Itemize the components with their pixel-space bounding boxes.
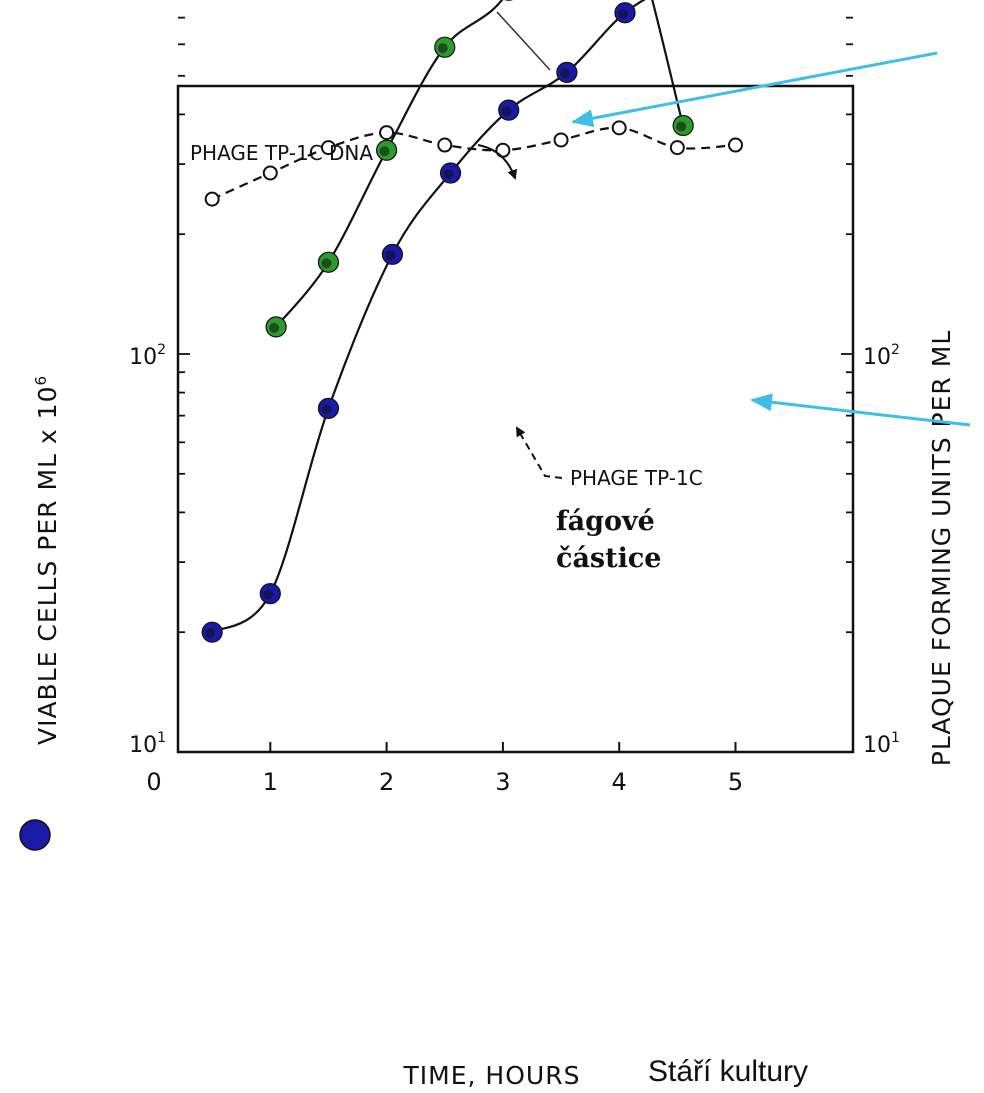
viable_cells-line [211,0,646,634]
czech-particles-line2: částice [556,543,661,574]
y-right-tick-label-base: 10 [863,733,891,758]
viable_cells-point-core [385,250,396,261]
phage_particles-point [611,120,627,136]
x-tick-label: 1 [263,768,278,796]
phage_particles-point [204,191,220,207]
y-right-tick-label: 102 [863,342,900,370]
callout-arrow-dna-peak [571,51,938,128]
phage-pointer [515,426,563,479]
viable_cells-point-core [443,168,454,179]
phage-label: PHAGE TP-1C [570,466,703,490]
y-axis-left-label-exponent: 6 [32,375,50,386]
y-left-tick-label-base: 10 [129,345,157,370]
phage_dna-point-core [379,146,390,157]
plot-frame [176,84,855,754]
phage_particles-point [262,165,278,181]
x-tick-label: 0 [146,768,161,796]
czech-particles-line1: fágové [556,506,655,537]
y-axis-right-label-group: PLAQUE FORMING UNITS PER ML [927,330,956,767]
tick-labels: 0123451011021032 x 103101102103 [129,342,900,796]
y-left-tick-label-base: 10 [129,733,157,758]
viable_cells-point-core [501,106,512,117]
x-axis-label: TIME, HOURS [403,1061,581,1090]
phage_dna-point-core [269,322,280,333]
phage_dna-point-core [437,43,448,54]
y-axis-left-label: VIABLE CELLS PER ML x 106 [32,375,62,745]
x-tick-label: 5 [728,768,743,796]
phage_particles-line [211,126,736,201]
axis-ticks [178,16,853,753]
y-axis-left-label-group: VIABLE CELLS PER ML x 106 [32,375,62,745]
y-right-tick-label: 101 [863,730,900,758]
y-right-tick-label-exponent: 2 [891,342,900,358]
phage_particles-point [379,125,395,141]
phage_dna-point-core [321,258,332,269]
viable_cells-point-core [205,628,216,639]
x-tick-label: 2 [379,768,394,796]
viable_cells-point-core [321,404,332,415]
phage_particles-point [320,140,336,156]
callout-arrow-phage [750,393,971,427]
viable_cells-point-core [618,8,629,19]
y-left-tick-label-exponent: 1 [157,730,166,746]
phage_particles-point [728,137,743,153]
viable_cells-point-core [263,589,274,600]
series-points [201,0,743,643]
series-lines [211,0,736,634]
phage-dna-pointer [477,144,518,180]
phage_dna-line [275,0,685,328]
y-right-tick-label-base: 10 [863,345,891,370]
phage_dna-point-core [676,121,687,132]
viable-cells-legend-marker [19,819,51,851]
y-left-tick-label: 101 [129,730,166,758]
czech-age-label: Stáří kultury [648,1055,808,1088]
phage_particles-point [553,132,569,148]
y-right-tick-label-exponent: 1 [891,730,900,746]
scan-mark [496,11,551,71]
y-left-tick-label-exponent: 2 [157,342,166,358]
y-left-tick-label: 102 [129,342,166,370]
phage_particles-point [437,137,453,153]
x-tick-label: 4 [612,768,627,796]
viable_cells-point-core [559,68,570,79]
phage-dna-label: PHAGE TP-1C DNA [190,141,373,165]
phage_particles-point [669,140,685,156]
y-axis-right-label: PLAQUE FORMING UNITS PER ML [927,330,956,767]
x-tick-label: 3 [495,768,510,796]
